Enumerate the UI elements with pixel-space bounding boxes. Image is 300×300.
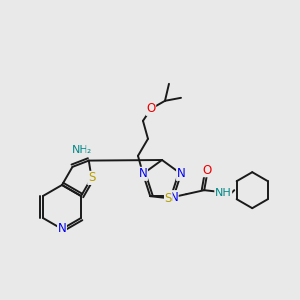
Text: O: O bbox=[146, 102, 156, 115]
Text: NH: NH bbox=[215, 188, 232, 198]
Text: N: N bbox=[58, 223, 66, 236]
Text: NH: NH bbox=[71, 145, 88, 154]
Text: ₂: ₂ bbox=[87, 145, 91, 154]
Text: O: O bbox=[202, 164, 212, 177]
Text: N: N bbox=[169, 191, 178, 204]
Text: N: N bbox=[139, 167, 147, 180]
Text: S: S bbox=[165, 192, 172, 205]
Text: S: S bbox=[88, 171, 95, 184]
Text: N: N bbox=[177, 167, 185, 180]
